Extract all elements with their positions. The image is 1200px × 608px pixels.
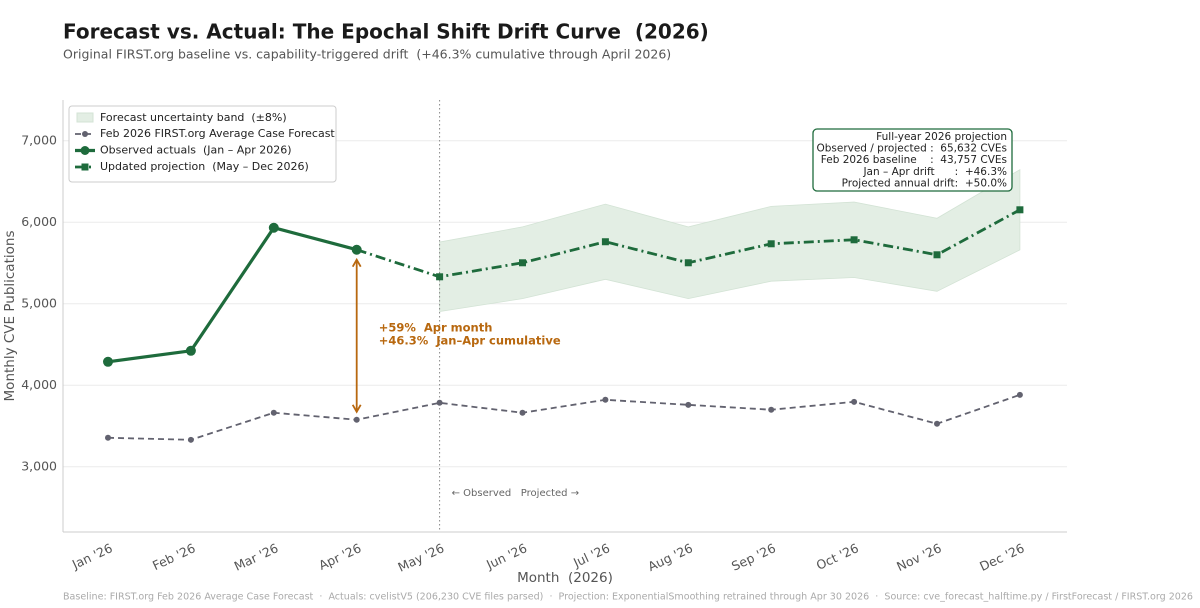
series-marker [103,356,113,367]
drift-annotation: +59% Apr month [379,321,493,335]
series-marker [934,420,940,427]
summary-line: Projected annual drift: +50.0% [842,177,1007,189]
legend-marker [82,131,88,137]
y-tick-label: 4,000 [21,377,57,392]
x-tick-label: Jul '26 [570,540,612,570]
series-marker [268,222,279,233]
legend-marker [80,146,90,155]
y-tick-label: 6,000 [21,214,57,229]
x-axis-label: Month (2026) [517,570,613,586]
uncertainty-band [439,168,1021,312]
x-tick-label: Feb '26 [150,540,198,573]
series-marker [602,396,609,403]
chart-title: Forecast vs. Actual: The Epochal Shift D… [63,20,709,44]
legend-label: Forecast uncertainty band (±8%) [100,111,287,124]
series-marker [519,259,526,267]
y-tick-label: 5,000 [21,295,57,310]
chart-subtitle: Original FIRST.org baseline vs. capabili… [63,47,671,62]
footer: Baseline: FIRST.org Feb 2026 Average Cas… [63,592,1193,603]
series-marker [933,251,941,259]
legend-label: Feb 2026 FIRST.org Average Case Forecast [100,127,335,140]
series-marker [519,409,526,416]
x-tick-label: Mar '26 [232,540,281,573]
arrow-head [351,404,362,414]
series-marker [1016,391,1023,398]
series-marker [105,434,111,441]
series-marker [1016,206,1024,214]
x-tick-label: Apr '26 [316,540,363,573]
summary-line: Observed / projected : 65,632 CVEs [816,143,1007,155]
summary-box [812,128,1013,192]
series-marker [185,345,196,356]
x-tick-label: Jun '26 [483,540,529,572]
y-tick-label: 3,000 [21,458,57,473]
divider-label: ← Observed Projected → [452,488,579,499]
series-marker [684,259,692,267]
legend-box [68,105,337,183]
series-marker [851,398,858,405]
series-marker [767,240,775,248]
series-marker [353,416,360,423]
series-line [107,393,1021,441]
y-axis-label: Monthly CVE Publications [2,231,18,402]
x-tick-label: Nov '26 [894,540,944,574]
series-marker [601,238,609,246]
summary-line: Feb 2026 baseline : 43,757 CVEs [821,154,1007,166]
series-marker [768,406,775,413]
series-marker [270,409,277,416]
series-line [107,225,358,364]
x-tick-label: Jan '26 [69,540,115,572]
x-tick-label: Dec '26 [977,540,1026,574]
summary-line: Jan – Apr drift : +46.3% [862,166,1007,178]
y-tick-label: 7,000 [21,132,57,147]
x-tick-label: May '26 [395,540,446,574]
summary-line: Full-year 2026 projection [876,131,1007,143]
series-marker [436,399,443,406]
series-marker [436,273,444,281]
series-marker [685,401,692,408]
x-tick-label: Sep '26 [729,540,778,573]
legend-marker [81,163,89,171]
legend-swatch [76,112,94,123]
x-tick-label: Oct '26 [814,540,861,573]
drift-annotation: +46.3% Jan–Apr cumulative [379,334,561,348]
series-marker [850,236,858,244]
legend-label: Observed actuals (Jan – Apr 2026) [100,144,292,157]
x-tick-label: Aug '26 [645,540,695,574]
legend-label: Updated projection (May – Dec 2026) [100,160,309,173]
arrow-head [351,257,362,268]
series-marker [187,436,194,443]
